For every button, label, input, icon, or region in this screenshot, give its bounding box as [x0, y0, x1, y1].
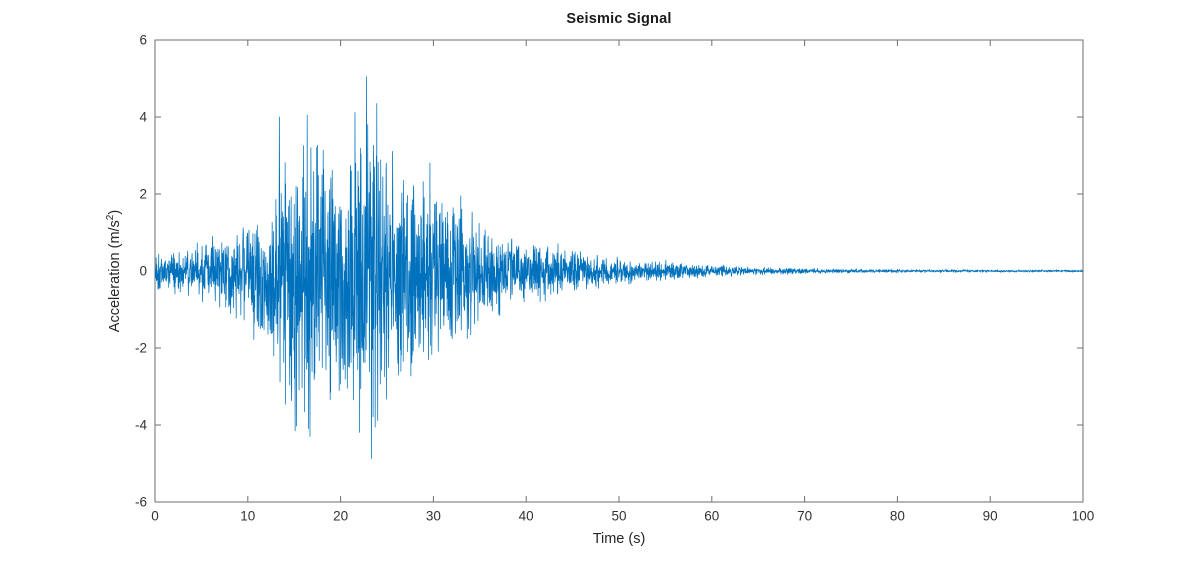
x-tick-label: 100 — [1072, 509, 1095, 524]
x-axis-label: Time (s) — [592, 531, 646, 547]
x-tick-label: 40 — [519, 509, 534, 524]
x-tick-label: 10 — [240, 509, 255, 524]
x-tick-label: 0 — [151, 509, 159, 524]
x-tick-label: 90 — [983, 509, 998, 524]
x-tick-label: 50 — [611, 509, 626, 524]
y-tick-label: -6 — [135, 495, 147, 510]
y-tick-label: 2 — [139, 187, 147, 202]
y-tick-label: -2 — [135, 341, 147, 356]
x-tick-label: 20 — [333, 509, 348, 524]
x-tick-label: 80 — [890, 509, 905, 524]
y-tick-label: -4 — [135, 418, 147, 433]
seismic-waveform — [154, 76, 1084, 459]
y-tick-label: 0 — [139, 264, 147, 279]
y-tick-label: 4 — [139, 110, 147, 125]
x-tick-label: 30 — [426, 509, 441, 524]
x-tick-label: 70 — [797, 509, 812, 524]
y-tick-label: 6 — [139, 33, 147, 48]
chart-title: Seismic Signal — [566, 11, 672, 27]
x-tick-label: 60 — [704, 509, 719, 524]
